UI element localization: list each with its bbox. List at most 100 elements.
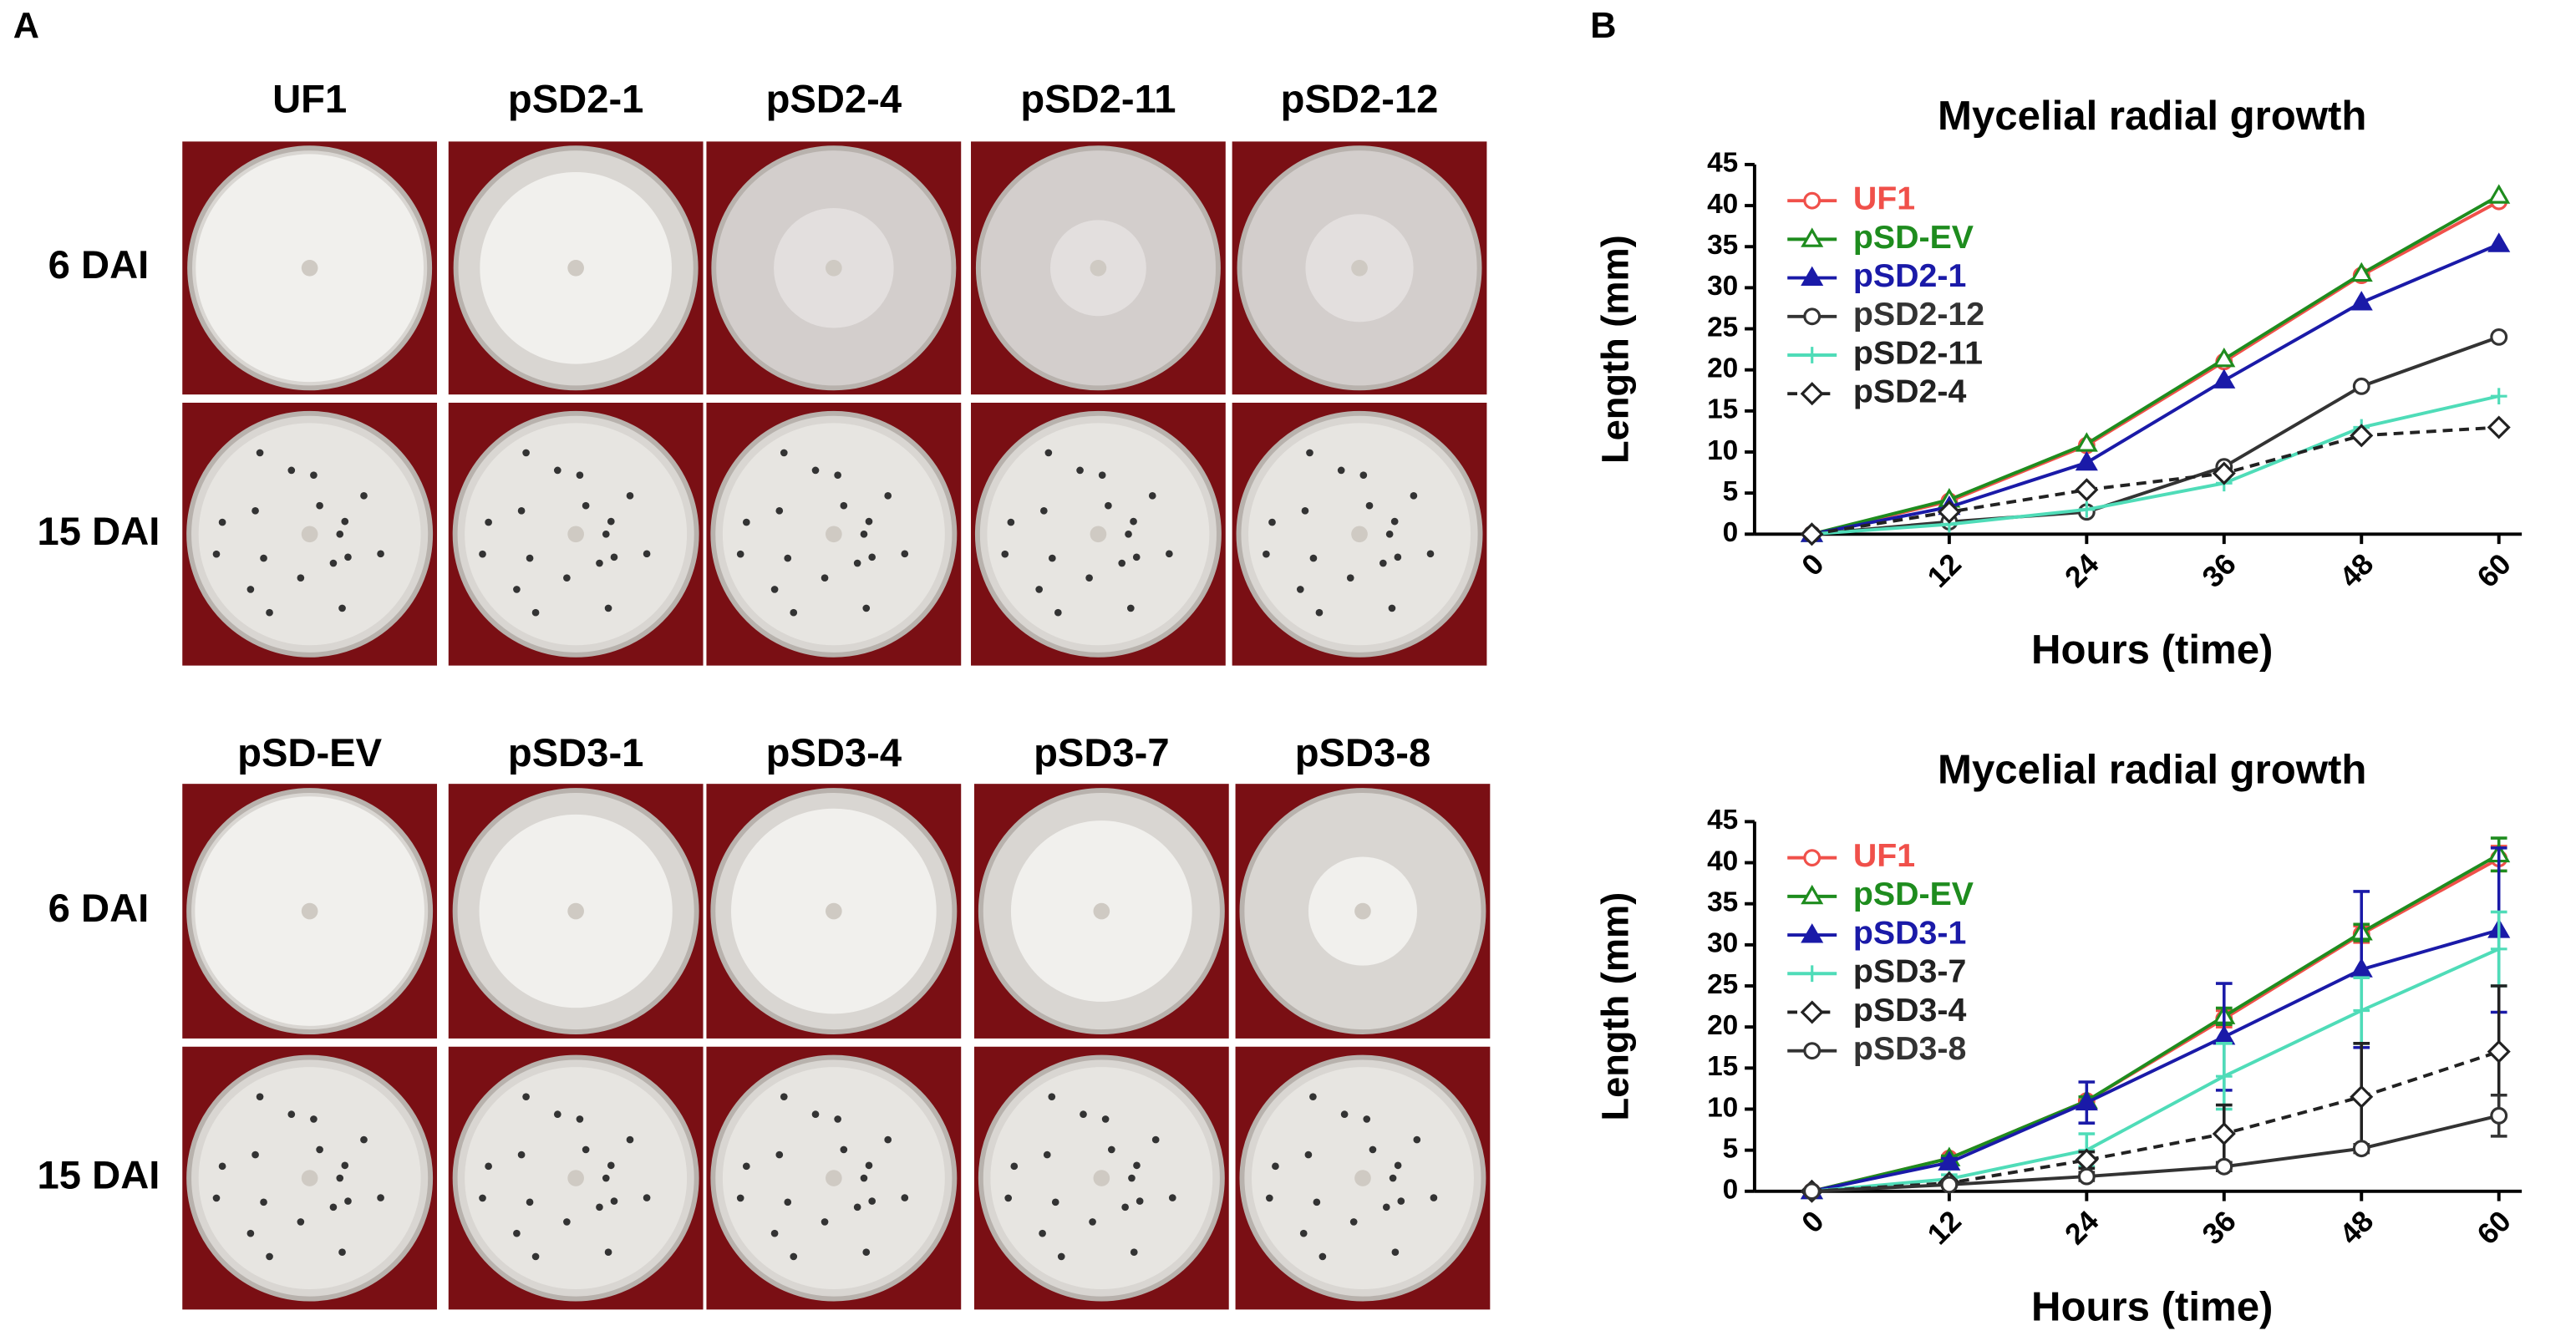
- sclerotium: [1306, 449, 1313, 457]
- plug: [826, 259, 842, 277]
- row-label: 6 DAI: [48, 886, 150, 930]
- sclerotium: [884, 1135, 892, 1144]
- sclerotium: [1413, 1135, 1421, 1144]
- point: [2487, 1039, 2511, 1064]
- series-line: [1811, 1114, 2500, 1193]
- sclerotium: [1125, 530, 1132, 538]
- sclerotium: [821, 574, 829, 582]
- sclerotium: [1080, 1110, 1087, 1118]
- y-tick-label: 25: [1707, 969, 1738, 1000]
- sclerotium: [1365, 501, 1374, 510]
- sclerotium: [780, 1093, 788, 1100]
- sclerotium: [1040, 507, 1048, 515]
- plug: [826, 902, 842, 920]
- y-tick-label: 15: [1707, 1051, 1738, 1082]
- sclerotium: [840, 501, 848, 510]
- sclerotium: [1318, 1252, 1327, 1261]
- x-tick-label: 12: [1922, 1205, 1968, 1251]
- sclerotium: [775, 507, 784, 515]
- y-tick-label: 15: [1707, 394, 1738, 425]
- x-tick-label: 36: [2196, 547, 2242, 593]
- sclerotium: [310, 471, 318, 479]
- sclerotium: [260, 554, 267, 562]
- sclerotium: [1048, 554, 1056, 562]
- sclerotium: [604, 604, 612, 612]
- sclerotium: [1148, 492, 1156, 500]
- sclerotium: [287, 1110, 296, 1118]
- point: [2075, 1090, 2098, 1111]
- x-tick-label: 0: [1796, 547, 1830, 582]
- sclerotium: [1394, 1161, 1402, 1170]
- plug: [567, 902, 584, 920]
- y-tick-label: 35: [1707, 230, 1738, 261]
- point: [2490, 328, 2508, 346]
- sclerotium: [604, 1248, 612, 1257]
- plug: [826, 526, 842, 543]
- sclerotium: [1057, 1252, 1065, 1261]
- sclerotium: [485, 518, 492, 526]
- sclerotium: [316, 501, 323, 510]
- point: [2212, 1121, 2236, 1145]
- y-tick-label: 5: [1723, 1133, 1739, 1164]
- sclerotium: [868, 553, 876, 561]
- sclerotium: [1263, 550, 1270, 558]
- series-line: [1811, 242, 2500, 536]
- sclerotium: [596, 559, 603, 567]
- point: [1800, 522, 1824, 546]
- sclerotium: [576, 1115, 584, 1123]
- sclerotium: [360, 1135, 368, 1144]
- point: [2212, 461, 2236, 485]
- sclerotium: [1132, 553, 1141, 561]
- sclerotium: [868, 1197, 876, 1205]
- row-label: 15 DAI: [38, 509, 160, 553]
- sclerotium: [626, 1135, 634, 1144]
- sclerotium: [553, 1110, 561, 1118]
- sclerotium: [1048, 1093, 1056, 1100]
- point: [2075, 432, 2098, 452]
- sclerotium: [522, 1093, 530, 1100]
- column-label: pSD2-12: [1281, 77, 1439, 121]
- point: [2353, 1002, 2370, 1019]
- point: [2350, 291, 2373, 311]
- plug: [1093, 902, 1110, 920]
- x-tick-label: 36: [2196, 1205, 2242, 1251]
- sclerotium: [1118, 559, 1126, 567]
- sclerotium: [790, 1252, 798, 1261]
- sclerotium: [1007, 518, 1015, 526]
- sclerotium: [821, 1218, 829, 1226]
- sclerotium: [1272, 1162, 1279, 1171]
- x-tick-label: 60: [2471, 547, 2517, 593]
- sclerotium: [1010, 1162, 1019, 1171]
- sclerotium: [1004, 1194, 1013, 1202]
- sclerotium: [1301, 507, 1309, 515]
- sclerotium: [531, 1252, 540, 1261]
- series-line: [1811, 853, 2500, 1193]
- sclerotium: [811, 1110, 820, 1118]
- sclerotium: [784, 1198, 792, 1206]
- plug: [567, 526, 584, 543]
- point: [2490, 388, 2507, 404]
- point: [2213, 347, 2236, 368]
- sclerotium: [607, 517, 615, 526]
- sclerotium: [1001, 550, 1009, 558]
- sclerotium: [1379, 559, 1387, 567]
- sclerotium: [1397, 1197, 1405, 1205]
- line-chart: Mycelial radial growth Length (mm) Hours (…: [1594, 747, 2523, 1329]
- sclerotium: [790, 608, 798, 617]
- line-chart: Mycelial radial growth Length (mm) Hours (…: [1594, 94, 2523, 673]
- sclerotium: [256, 1093, 264, 1100]
- legend-label: pSD-EV: [1853, 876, 1974, 912]
- row-label: 15 DAI: [38, 1153, 160, 1197]
- x-tick-label: 24: [2059, 1205, 2106, 1252]
- legend-marker: [1803, 965, 1821, 983]
- sclerotium: [1410, 492, 1418, 500]
- y-axis-label: Length (mm): [1594, 892, 1637, 1121]
- sclerotium: [780, 449, 788, 457]
- legend-marker: [1801, 266, 1824, 287]
- legend-marker: [1801, 884, 1824, 905]
- legend-label: pSD3-7: [1853, 953, 1966, 990]
- sclerotium: [901, 1194, 909, 1201]
- sclerotium: [742, 1162, 750, 1171]
- sclerotium: [297, 1218, 305, 1226]
- point: [1803, 1182, 1821, 1201]
